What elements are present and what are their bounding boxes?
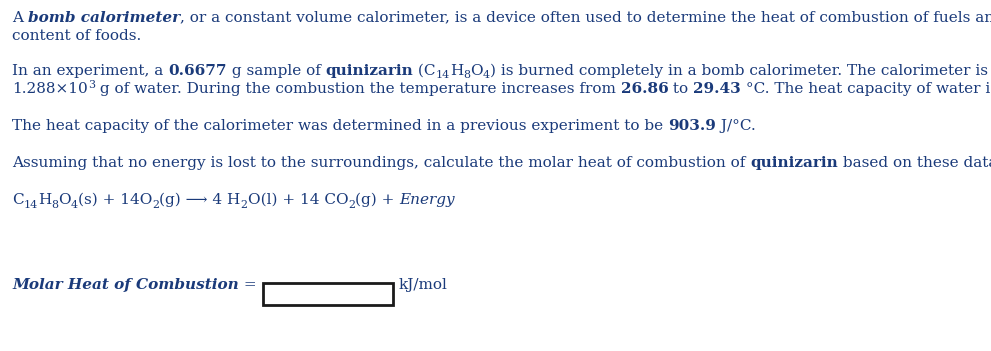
Text: C: C [12,193,24,207]
Text: 4: 4 [70,199,78,210]
Text: based on these data.: based on these data. [838,156,991,170]
Text: g of water. During the combustion the temperature increases from: g of water. During the combustion the te… [95,82,620,96]
Text: kJ/mol: kJ/mol [398,278,447,292]
Text: 14: 14 [24,199,38,210]
Text: 903.9: 903.9 [668,119,716,133]
Text: 14: 14 [436,71,450,80]
Text: g sample of: g sample of [227,64,325,78]
Text: In an experiment, a: In an experiment, a [12,64,168,78]
Text: O: O [58,193,70,207]
Text: 0.6677: 0.6677 [168,64,227,78]
Text: 26.86: 26.86 [620,82,668,96]
Text: ) is burned completely in a bomb calorimeter. The calorimeter is surrounded by: ) is burned completely in a bomb calorim… [490,64,991,78]
Text: bomb calorimeter: bomb calorimeter [28,11,180,25]
Bar [264,283,393,305]
Text: quinizarin: quinizarin [750,156,838,170]
Text: 2: 2 [348,199,355,210]
Text: 3: 3 [88,80,95,91]
Text: (C: (C [413,64,436,78]
Text: H: H [38,193,52,207]
Text: 4: 4 [483,71,490,80]
Text: 8: 8 [52,199,58,210]
Text: 2: 2 [241,199,248,210]
Text: O(l) + 14 CO: O(l) + 14 CO [248,193,348,207]
Text: Molar Heat of Combustion: Molar Heat of Combustion [12,278,239,292]
Text: (g) +: (g) + [355,193,399,207]
Text: =: = [239,278,262,292]
Text: content of foods.: content of foods. [12,29,142,43]
Text: J/°C.: J/°C. [716,119,755,133]
Text: , or a constant volume calorimeter, is a device often used to determine the heat: , or a constant volume calorimeter, is a… [180,11,991,25]
Text: quinizarin: quinizarin [325,64,413,78]
Text: Assuming that no energy is lost to the surroundings, calculate the molar heat of: Assuming that no energy is lost to the s… [12,156,750,170]
Text: 2: 2 [153,199,160,210]
Text: (s) + 14O: (s) + 14O [78,193,153,207]
Text: 1.288×10: 1.288×10 [12,82,88,96]
Text: to: to [668,82,694,96]
Text: °C. The heat capacity of water is 4.184 J g: °C. The heat capacity of water is 4.184 … [741,82,991,96]
Text: 29.43: 29.43 [694,82,741,96]
Text: O: O [470,64,483,78]
Text: The heat capacity of the calorimeter was determined in a previous experiment to : The heat capacity of the calorimeter was… [12,119,668,133]
Text: H: H [450,64,463,78]
Text: (g) ⟶ 4 H: (g) ⟶ 4 H [160,193,241,207]
Text: 8: 8 [463,71,470,80]
Text: A: A [12,11,28,25]
Text: Energy: Energy [399,193,455,207]
